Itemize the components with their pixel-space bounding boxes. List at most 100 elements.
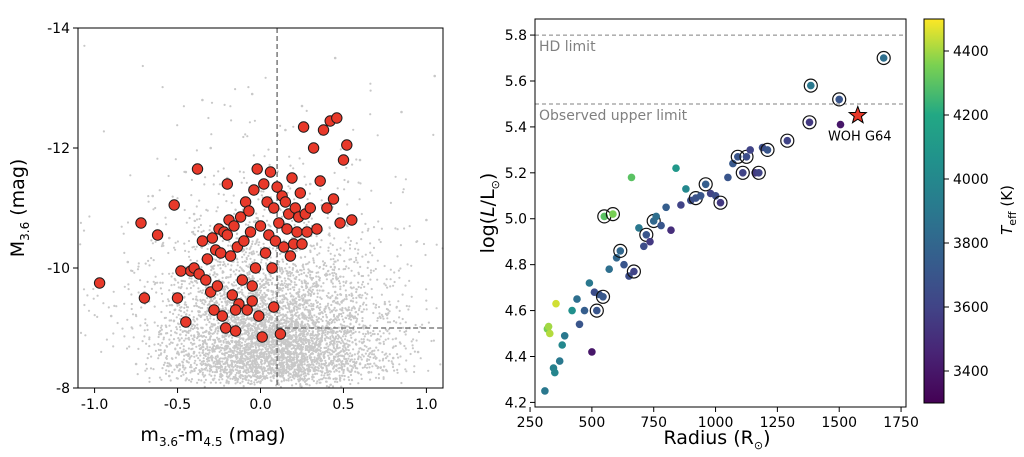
background-point (311, 316, 314, 319)
background-point (329, 353, 332, 356)
background-point (176, 197, 179, 200)
background-point (256, 293, 259, 296)
background-point (287, 288, 290, 291)
background-point (297, 345, 300, 348)
background-point (264, 299, 267, 302)
background-point (206, 296, 209, 300)
background-point (324, 274, 327, 277)
background-point (272, 323, 275, 326)
background-point (320, 199, 323, 202)
background-point (179, 346, 182, 350)
background-point (293, 305, 296, 308)
background-point (150, 239, 153, 242)
background-point (131, 327, 134, 330)
background-point (165, 223, 168, 226)
background-point (214, 381, 217, 384)
background-point (325, 365, 328, 368)
background-point (199, 214, 202, 217)
background-point (356, 371, 359, 374)
background-point (332, 315, 336, 318)
background-point (272, 377, 275, 380)
background-point (244, 251, 247, 254)
background-point (157, 348, 160, 351)
background-point (376, 317, 379, 320)
background-point (359, 356, 362, 359)
background-point (425, 299, 428, 302)
background-point (223, 354, 226, 357)
background-point (248, 366, 251, 369)
background-point (183, 208, 186, 212)
background-point (236, 261, 239, 264)
background-point (190, 280, 193, 283)
background-point (263, 296, 266, 299)
background-point (160, 310, 163, 314)
background-point (295, 275, 298, 279)
background-point (265, 374, 268, 377)
background-point (302, 293, 305, 296)
background-point (304, 255, 307, 258)
background-point (410, 340, 413, 343)
background-point (245, 351, 248, 354)
background-point (230, 301, 233, 304)
background-point (208, 359, 211, 362)
background-point (112, 345, 115, 348)
background-point (316, 318, 319, 321)
background-point (93, 314, 96, 317)
background-point (137, 347, 140, 350)
background-point (332, 365, 335, 368)
background-point (295, 337, 298, 340)
background-point (284, 284, 287, 288)
background-point (223, 352, 226, 355)
background-point (372, 246, 376, 249)
background-point (305, 109, 308, 112)
background-point (372, 311, 375, 315)
background-point (222, 167, 225, 170)
background-point (253, 362, 256, 365)
background-point (361, 319, 364, 323)
background-point (340, 362, 343, 365)
background-point (202, 335, 205, 338)
background-point (266, 282, 269, 285)
background-point (83, 303, 86, 307)
background-point (281, 375, 284, 378)
background-point (121, 327, 124, 330)
background-point (262, 372, 265, 375)
background-point (208, 373, 211, 376)
background-point (310, 344, 313, 347)
background-point (352, 348, 355, 351)
background-point (365, 303, 368, 307)
background-point (352, 297, 355, 300)
background-point (313, 346, 316, 349)
background-point (393, 369, 396, 372)
background-point (290, 279, 293, 283)
background-point (302, 333, 306, 336)
background-point (350, 309, 353, 312)
background-point (187, 361, 190, 364)
background-point (317, 369, 320, 372)
background-point (353, 260, 356, 264)
background-point (293, 288, 296, 292)
background-point (311, 373, 314, 376)
background-point (205, 323, 208, 326)
background-point (383, 282, 386, 285)
background-point (167, 174, 170, 178)
background-point (310, 305, 313, 308)
background-point (370, 189, 373, 192)
background-point (285, 361, 288, 364)
background-point (343, 249, 346, 252)
background-point (356, 313, 360, 316)
background-point (292, 346, 295, 349)
background-point (230, 361, 233, 364)
background-point (264, 274, 267, 277)
background-point (281, 370, 284, 373)
background-point (286, 347, 289, 351)
background-point (369, 356, 372, 359)
background-point (126, 221, 130, 224)
background-point (367, 227, 370, 230)
background-point (315, 235, 318, 238)
background-point (365, 366, 369, 369)
background-point (398, 276, 401, 279)
background-point (204, 347, 207, 351)
background-point (297, 322, 300, 325)
background-point (292, 351, 295, 354)
